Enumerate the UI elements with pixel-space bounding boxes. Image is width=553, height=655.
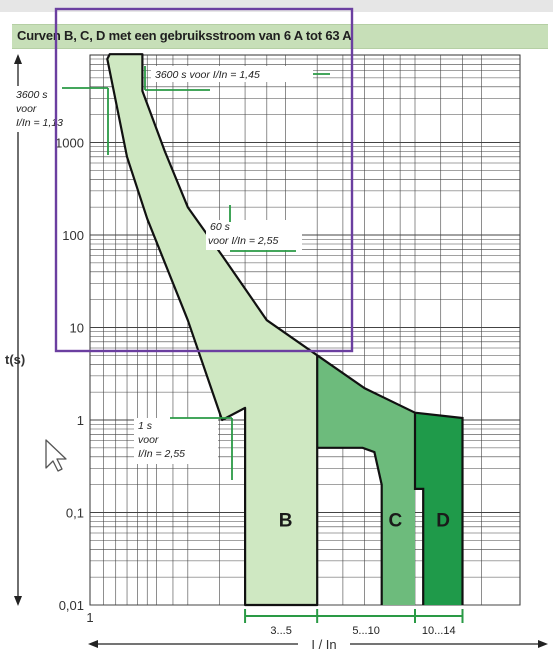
mouse-pointer-icon (45, 439, 67, 472)
x-axis-label: I / In (311, 637, 336, 652)
annotation-text: I/In = 2,55 (138, 448, 185, 460)
mouse-pointer-shape (45, 439, 67, 472)
zone-label-b: B (279, 511, 293, 532)
y-tick-labels: 0,01 0,1 1 10 100 1000 1 (55, 136, 94, 626)
y-tick-label: 100 (62, 228, 84, 243)
range-label: 5...10 (352, 625, 380, 637)
curve-d-lower-outline (413, 412, 425, 605)
curve-c-lower-outline (317, 446, 383, 605)
annotation-text: 60 s (210, 221, 231, 233)
annotation-text: I/In = 1,13 (16, 117, 63, 129)
annotation-text: voor (16, 103, 37, 115)
y-tick-label: 1 (77, 413, 84, 428)
curve-b-band (106, 53, 319, 607)
y-arrowhead-down (14, 596, 22, 606)
annotation-text: 1 s (138, 420, 153, 432)
x-tick-label: 1 (86, 610, 93, 625)
y-tick-label: 0,01 (59, 598, 84, 613)
y-tick-label: 10 (70, 321, 84, 336)
annotation-text: voor I/In = 2,55 (208, 235, 278, 247)
annotation-text: 3600 s (16, 89, 48, 101)
annotation-bg (151, 66, 313, 82)
x-arrowhead-right (538, 640, 548, 648)
instantaneous-ranges: 3...5 5...10 10...14 (244, 609, 464, 637)
annotation-bg (206, 220, 302, 250)
annotation-text: voor (138, 434, 159, 446)
annotation-text: 3600 s voor I/In = 1,45 (155, 69, 260, 81)
range-label: 3...5 (270, 625, 291, 637)
x-arrowhead-left (88, 640, 98, 648)
y-arrowhead-up (14, 54, 22, 64)
annotation-bg (134, 418, 218, 464)
chart-title: Curven B, C, D met een gebruiksstroom va… (17, 28, 352, 43)
curve-d-band (415, 412, 463, 605)
annotation-bg (12, 86, 84, 132)
selection-rectangle (54, 7, 354, 353)
y-tick-label: 1000 (55, 136, 84, 151)
overlay (45, 7, 354, 472)
zone-label-c: C (388, 511, 402, 532)
chart-title-bar: Curven B, C, D met een gebruiksstroom va… (12, 24, 548, 49)
chart-annotations: 3600 s voor I/In = 1,13 3600 s voor I/In = … (12, 66, 330, 480)
y-axis-label: t(s) (5, 352, 25, 367)
chart-axes: t(s) I / In (5, 54, 548, 652)
x-label-bg (298, 636, 350, 652)
y-tick-label: 0,1 (66, 506, 84, 521)
curve-c-band (317, 355, 415, 605)
curve-bands: B C D (106, 53, 464, 607)
zone-label-d: D (436, 511, 450, 532)
range-label: 10...14 (422, 625, 456, 637)
